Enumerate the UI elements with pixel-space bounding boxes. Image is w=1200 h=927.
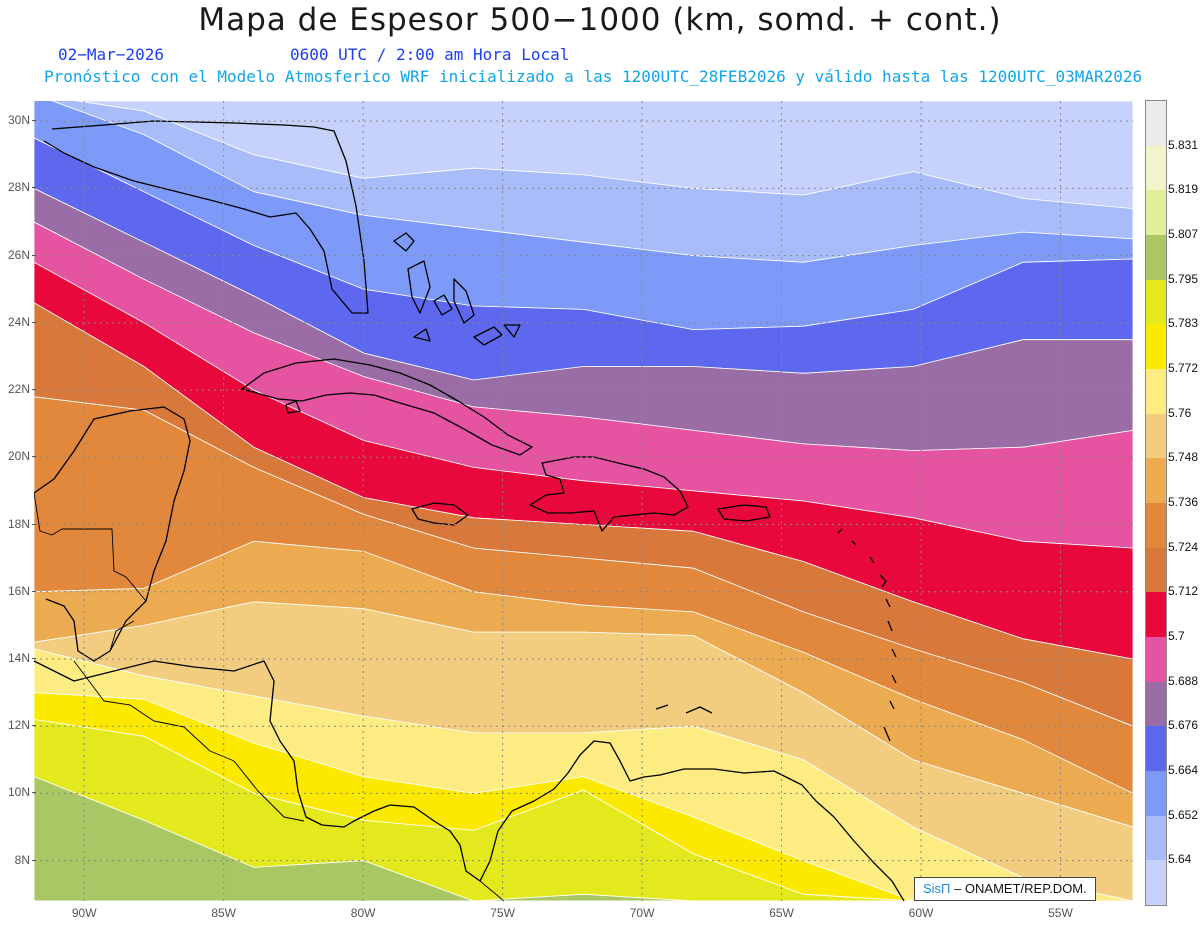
legend-swatch: [1146, 279, 1166, 325]
latitude-label: 10N: [0, 785, 36, 799]
cuba-coastline: [241, 358, 533, 456]
longitude-label: 80W: [350, 906, 376, 920]
latitude-label: 22N: [0, 382, 36, 396]
mexico-interior-border: [34, 492, 147, 652]
legend-value: 5.831: [1168, 137, 1199, 152]
hispaniola-coastline: [529, 456, 689, 532]
longitude-label: 75W: [490, 906, 515, 920]
legend-value: 5.76: [1168, 405, 1192, 420]
puerto-rico-coastline: [717, 504, 771, 522]
longitude-label: 70W: [629, 906, 655, 920]
legend-swatch: [1146, 145, 1166, 191]
legend-value: 5.819: [1168, 182, 1199, 197]
latitude-label: 12N: [0, 718, 36, 732]
legend-value: 5.676: [1168, 718, 1199, 733]
legend-value: 5.748: [1168, 450, 1199, 465]
legend-swatch: [1146, 547, 1166, 593]
thickness-map: [34, 101, 1133, 901]
legend-swatch: [1146, 503, 1166, 549]
legend-swatch: [1146, 592, 1166, 638]
latitude-label: 24N: [0, 315, 36, 329]
longitude-label: 55W: [1048, 906, 1073, 920]
credit-box: SisΠ – ONAMET/REP.DOM.: [914, 877, 1096, 901]
lesser-antilles-coastline: [655, 528, 897, 742]
thickness-band: [34, 776, 1133, 901]
legend-swatch: [1146, 681, 1166, 727]
legend-swatch: [1146, 413, 1166, 459]
credit-brand: SisΠ: [923, 881, 951, 896]
central-america-borders: [73, 660, 505, 901]
legend-value: 5.712: [1168, 584, 1199, 599]
legend-swatch: [1146, 637, 1166, 683]
color-legend: [1145, 100, 1167, 906]
latitude-label: 8N: [0, 853, 36, 867]
legend-swatch: [1146, 771, 1166, 817]
forecast-info: Pronóstico con el Modelo Atmosferico WRF…: [44, 67, 1143, 86]
longitude-label: 60W: [908, 906, 934, 920]
legend-swatch: [1146, 860, 1166, 906]
latitude-label: 18N: [0, 517, 36, 531]
bahamas-coastline: [393, 232, 521, 346]
latitude-label: 14N: [0, 651, 36, 665]
latitude-label: 16N: [0, 584, 36, 598]
legend-swatch: [1146, 726, 1166, 772]
longitude-label: 65W: [769, 906, 794, 920]
legend-value: 5.664: [1168, 763, 1199, 777]
legend-value: 5.688: [1168, 673, 1199, 688]
legend-value: 5.724: [1168, 539, 1199, 554]
longitude-label: 90W: [71, 906, 97, 920]
credit-text: – ONAMET/REP.DOM.: [954, 881, 1087, 896]
latitude-label: 26N: [0, 248, 36, 262]
legend-value: 5.807: [1168, 227, 1199, 241]
latitude-label: 28N: [0, 180, 36, 194]
thickness-map-svg: [34, 101, 1133, 901]
jamaica-coastline: [411, 502, 469, 526]
legend-swatch: [1146, 235, 1166, 281]
legend-swatch: [1146, 815, 1166, 861]
longitude-label: 85W: [211, 906, 237, 920]
legend-swatch: [1146, 369, 1166, 415]
time-label: 0600 UTC / 2:00 am Hora Local: [290, 45, 570, 64]
legend-value: 5.64: [1168, 852, 1192, 867]
legend-value: 5.772: [1168, 361, 1199, 375]
legend-swatch: [1146, 101, 1166, 147]
florida-coastline: [43, 120, 369, 314]
latitude-label: 30N: [0, 113, 36, 127]
legend-swatch: [1146, 324, 1166, 370]
legend-value: 5.736: [1168, 495, 1199, 509]
date-label: 02−Mar−2026: [58, 45, 164, 64]
legend-value: 5.783: [1168, 316, 1199, 331]
map-title: Mapa de Espesor 500−1000 (km, somd. + co…: [198, 2, 1002, 38]
mainland-coastline: [34, 406, 905, 901]
legend-swatch: [1146, 458, 1166, 504]
legend-value: 5.7: [1168, 629, 1185, 643]
legend-swatch: [1146, 190, 1166, 236]
legend-value: 5.795: [1168, 271, 1199, 286]
latitude-label: 20N: [0, 449, 36, 463]
legend-value: 5.652: [1168, 807, 1199, 822]
